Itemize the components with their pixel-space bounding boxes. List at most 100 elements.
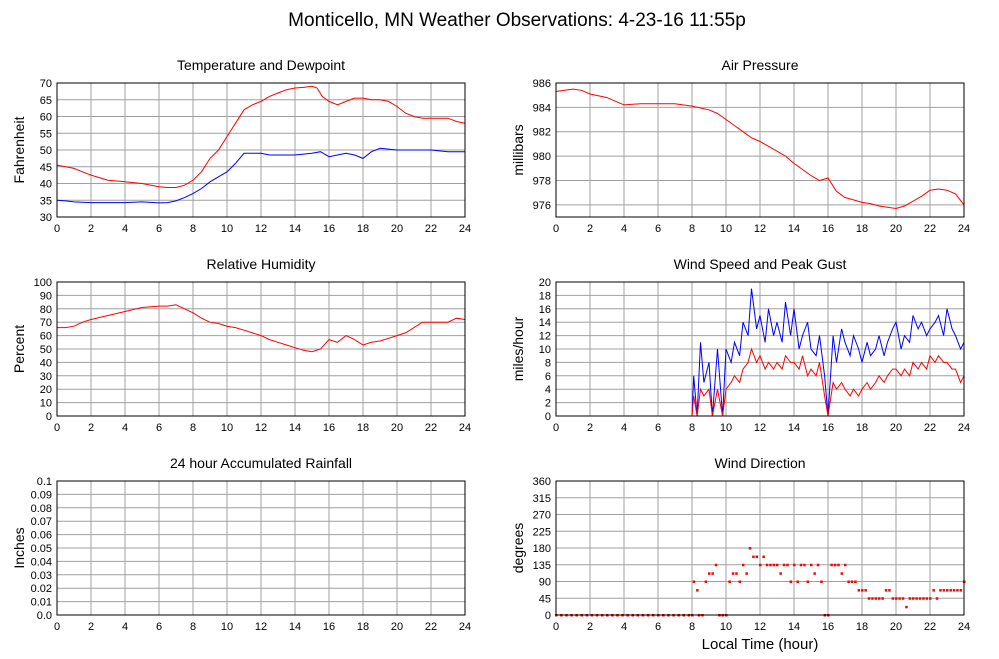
x-tick-label: 8 (689, 422, 695, 434)
data-point (796, 580, 799, 583)
data-point (918, 597, 922, 600)
x-tick-label: 14 (289, 621, 301, 633)
y-axis-label: miles/hour (510, 316, 526, 381)
y-tick-label: 0 (46, 411, 52, 423)
data-point (895, 597, 898, 600)
y-tick-label: 18 (539, 290, 551, 302)
y-tick-label: 986 (533, 78, 551, 90)
x-tick-label: 6 (156, 223, 162, 235)
x-tick-label: 10 (720, 422, 732, 434)
chart-title: Air Pressure (721, 57, 798, 73)
x-tick-label: 6 (655, 223, 661, 235)
y-tick-label: 20 (40, 384, 52, 396)
x-tick-label: 4 (621, 422, 627, 434)
data-point (742, 563, 745, 567)
y-tick-label: 315 (533, 493, 551, 505)
plot-frame (555, 281, 965, 417)
x-tick-label: 12 (255, 621, 267, 633)
data-point (898, 597, 901, 600)
y-tick-label: 55 (40, 128, 52, 140)
y-tick-label: 0 (545, 411, 551, 423)
plot-frame (56, 281, 466, 417)
y-tick-label: 30 (40, 371, 52, 383)
x-tick-label: 2 (587, 422, 593, 434)
x-tick-label: 8 (689, 223, 695, 235)
series-line (56, 147, 465, 204)
data-point (752, 555, 755, 559)
x-tick-label: 14 (788, 422, 800, 434)
x-tick-label: 8 (190, 422, 196, 434)
x-tick-label: 20 (890, 422, 902, 434)
x-tick-label: 24 (459, 621, 471, 633)
y-axis-label: Fahrenheit (11, 116, 27, 183)
data-point (714, 563, 718, 567)
y-tick-label: 90 (539, 577, 551, 589)
y-tick-label: 14 (539, 317, 551, 329)
series-line (555, 88, 965, 210)
data-point (935, 597, 939, 600)
data-point (735, 572, 738, 575)
x-tick-label: 24 (459, 422, 471, 434)
y-tick-label: 90 (40, 290, 52, 302)
x-tick-label: 0 (553, 422, 559, 434)
series-line (556, 288, 965, 417)
y-tick-label: 100 (34, 277, 52, 289)
x-tick-label: 14 (788, 223, 800, 235)
x-tick-label: 16 (822, 422, 834, 434)
x-tick-label: 20 (391, 621, 403, 633)
x-tick-label: 10 (221, 621, 233, 633)
x-tick-label: 12 (255, 422, 267, 434)
data-point (867, 597, 871, 600)
x-tick-label: 22 (425, 621, 437, 633)
y-tick-label: 20 (539, 277, 551, 289)
data-point (881, 597, 884, 600)
y-tick-label: 0.09 (31, 489, 52, 501)
x-tick-label: 18 (357, 422, 369, 434)
data-point (942, 589, 946, 592)
x-tick-label: 20 (890, 223, 902, 235)
data-point (854, 580, 857, 583)
data-point (748, 547, 752, 550)
y-tick-label: 16 (539, 304, 551, 316)
x-tick-label: 16 (323, 223, 335, 235)
data-point (847, 580, 850, 583)
x-tick-label: 6 (655, 422, 661, 434)
data-point (782, 563, 786, 567)
y-tick-label: 0.0 (37, 610, 52, 622)
x-axis-label: Local Time (hour) (702, 636, 819, 653)
x-tick-label: 4 (122, 621, 128, 633)
data-point (820, 580, 823, 583)
y-tick-label: 12 (539, 331, 551, 343)
x-tick-label: 18 (357, 223, 369, 235)
x-tick-label: 0 (54, 223, 60, 235)
y-tick-label: 6 (545, 371, 551, 383)
data-point (708, 572, 711, 575)
data-point (692, 580, 696, 583)
y-tick-label: 0 (545, 610, 551, 622)
data-point (891, 597, 895, 600)
y-tick-label: 70 (40, 317, 52, 329)
data-point (837, 563, 840, 567)
data-point (939, 589, 942, 592)
data-point (884, 589, 888, 592)
data-point (704, 580, 708, 583)
x-tick-label: 18 (856, 422, 868, 434)
y-tick-label: 0.03 (31, 570, 52, 582)
y-tick-label: 40 (40, 357, 52, 369)
data-point (769, 563, 772, 567)
data-point (776, 563, 779, 567)
x-tick-label: 10 (720, 621, 732, 633)
plot-frame (555, 480, 965, 616)
y-tick-label: 60 (40, 112, 52, 124)
data-point (956, 589, 959, 592)
x-tick-label: 4 (122, 422, 128, 434)
y-tick-label: 8 (545, 357, 551, 369)
y-tick-label: 0.08 (31, 503, 52, 515)
x-tick-label: 4 (122, 223, 128, 235)
x-tick-label: 22 (924, 223, 936, 235)
